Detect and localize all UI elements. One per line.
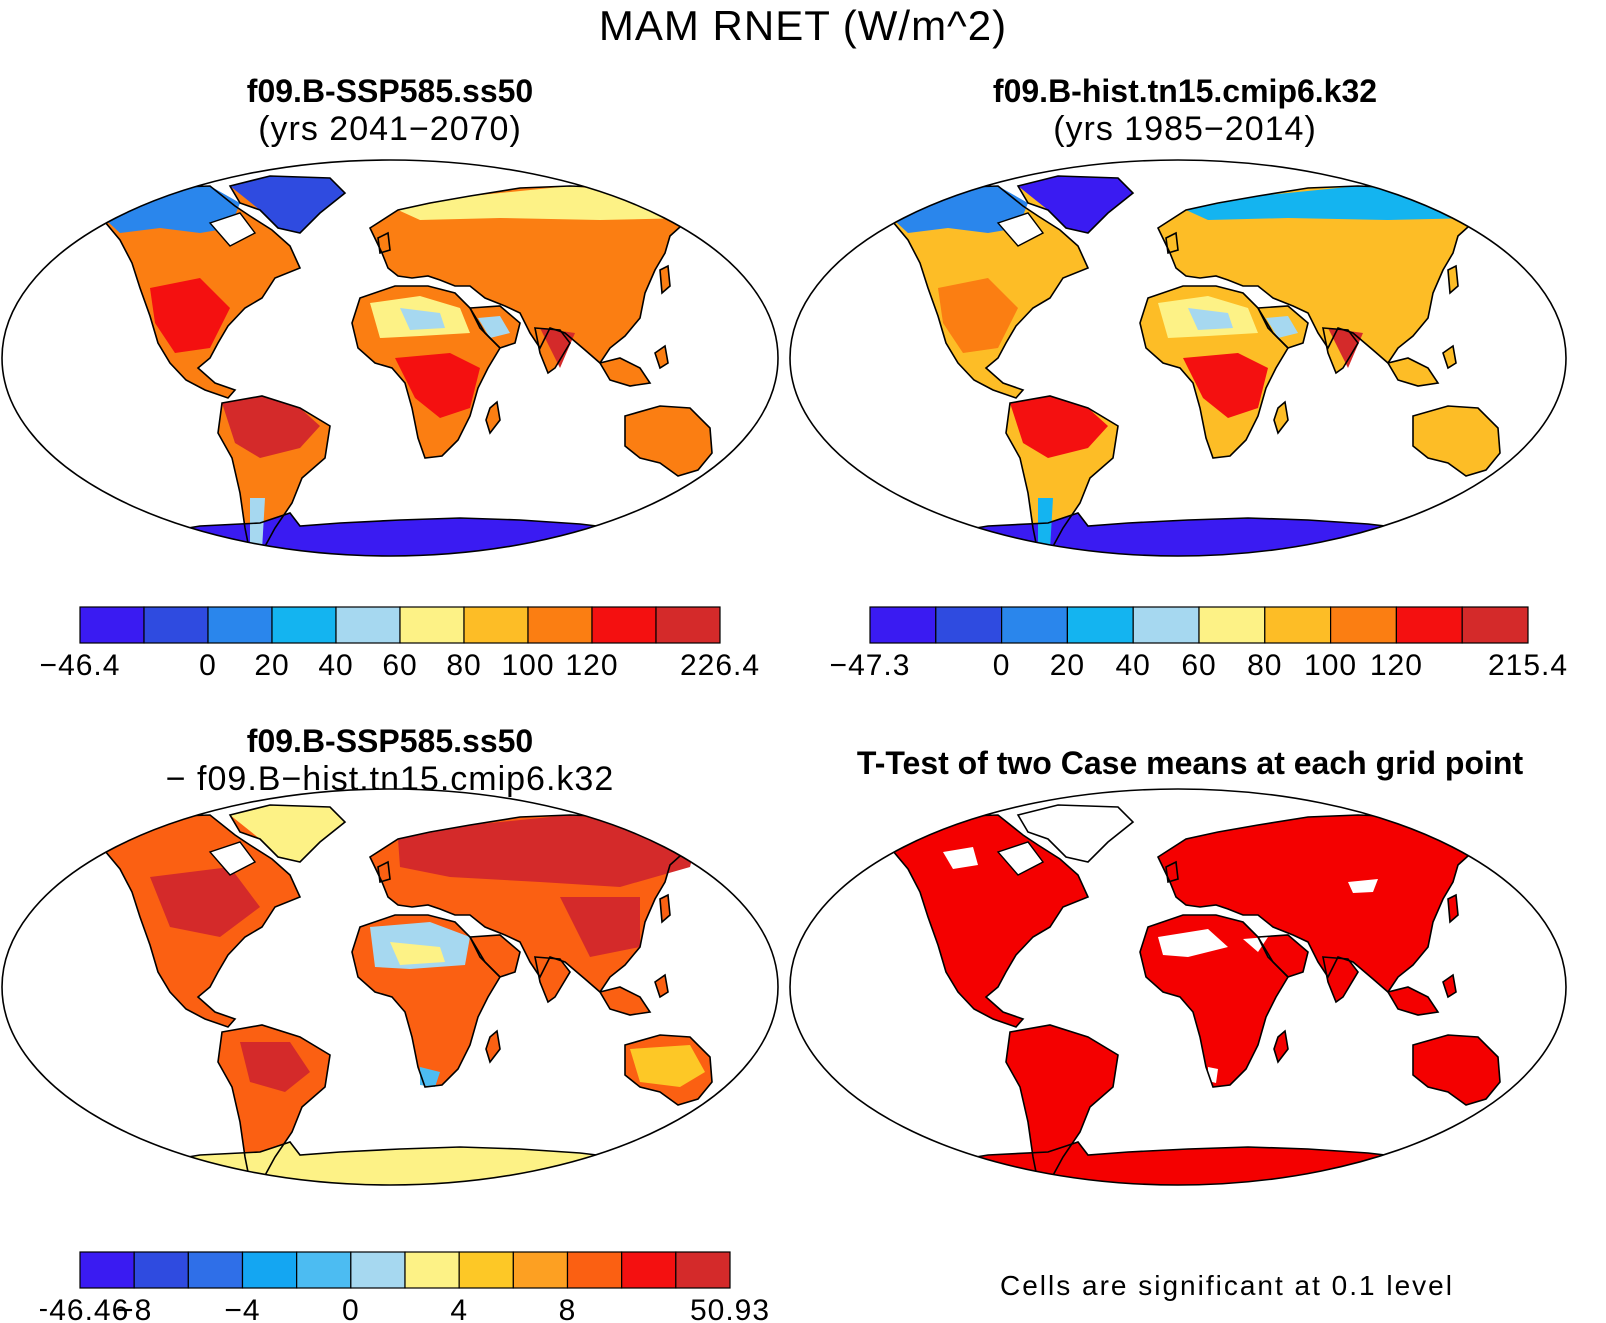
panel3-colorbar-swatch — [566, 1251, 623, 1289]
panel1-colorbar-swatch — [463, 606, 529, 644]
panel3-colorbar-tick-label: 4 — [450, 1294, 468, 1322]
panel2-years: (yrs 1985−2014) — [1053, 110, 1317, 148]
panel1-colorbar-swatch — [335, 606, 401, 644]
panel1-colorbar-swatch — [399, 606, 465, 644]
panel3-title: f09.B-SSP585.ss50 − f09.B−hist.tn15.cmip… — [90, 722, 690, 798]
panel2-map — [789, 159, 1567, 557]
panel1-colorbar-tick-label: 40 — [318, 649, 353, 682]
panel1-colorbar-tick-label: 100 — [501, 649, 554, 682]
panel3-colorbar-swatch — [296, 1251, 352, 1289]
panel3-colorbar-swatch — [133, 1251, 189, 1289]
significance-note: Cells are significant at 0.1 level — [1000, 1270, 1454, 1301]
panel2-colorbar-tick-label: 80 — [1247, 649, 1282, 682]
panel4-ttest-title: T-Test of two Case means at each grid po… — [856, 745, 1524, 781]
panel3-colorbar-swatch — [187, 1251, 244, 1289]
panel1-colorbar-swatch — [79, 606, 145, 644]
panel2-colorbar-swatch — [1001, 606, 1069, 644]
panel1-colorbar-tick-label: 20 — [254, 649, 289, 682]
panel2-colorbar-tick-label: 40 — [1116, 649, 1151, 682]
panel1-colorbar-tick-label: 60 — [382, 649, 417, 682]
panel3-colorbar-swatch — [241, 1251, 298, 1289]
panel1-colorbar: −46.4 0 20 40 60 80 100 120 226.4 — [40, 606, 760, 682]
panel3-colorbar-swatch — [512, 1251, 569, 1289]
figure-title: MAM RNET (W/m^2) — [598, 2, 1008, 49]
panel2-colorbar-swatch — [1264, 606, 1332, 644]
panel2-case-name: f09.B-hist.tn15.cmip6.k32 — [992, 73, 1378, 109]
panel2-colorbar-swatch — [1330, 606, 1398, 644]
panel3-map — [1, 788, 779, 1186]
panel3-colorbar-tick-label: 0 — [342, 1294, 360, 1322]
panel1-title: f09.B-SSP585.ss50 (yrs 2041−2070) — [90, 72, 690, 148]
panel2-colorbar-swatch — [1395, 606, 1463, 644]
panel1-colorbar-swatch — [143, 606, 209, 644]
panel3-colorbar-swatch — [621, 1251, 677, 1289]
panel2-colorbar-tick-label: −47.3 — [830, 649, 910, 682]
panel2-colorbar-swatch — [1066, 606, 1134, 644]
panel2-colorbar-swatch — [869, 606, 937, 644]
panel3-colorbar-tick-label: −4 — [224, 1294, 260, 1322]
panel4-title: T-Test of two Case means at each grid po… — [830, 744, 1550, 782]
panel2-colorbar: −47.3 0 20 40 60 80 100 120 215.4 — [830, 606, 1568, 682]
panel1-case-name: f09.B-SSP585.ss50 — [246, 73, 534, 109]
panel1-years: (yrs 2041−2070) — [258, 110, 522, 148]
panel1-colorbar-swatch — [655, 606, 721, 644]
panel1-colorbar-swatch — [207, 606, 273, 644]
panel3-colorbar: −46.46−8 −4 0 4 8 50.93 — [40, 1251, 770, 1322]
panel1-colorbar-tick-label: −46.4 — [40, 649, 120, 682]
panel2-colorbar-swatch — [935, 606, 1003, 644]
panel3-colorbar-tick-label: 8 — [559, 1294, 577, 1322]
panel2-title: f09.B-hist.tn15.cmip6.k32 (yrs 1985−2014… — [880, 72, 1490, 148]
panel1-colorbar-tick-label: 0 — [199, 649, 217, 682]
panel3-colorbar-swatch — [675, 1251, 731, 1289]
panel3-colorbar-swatch — [404, 1251, 460, 1289]
panel1-colorbar-tick-label: 80 — [446, 649, 481, 682]
panel2-colorbar-swatch — [1198, 606, 1266, 644]
panel2-colorbar-tick-label: 60 — [1181, 649, 1216, 682]
panel2-colorbar-swatch — [1461, 606, 1529, 644]
panel2-colorbar-tick-label: 100 — [1304, 649, 1357, 682]
panel3-colorbar-swatch — [350, 1251, 406, 1289]
panel3-case-name: f09.B-SSP585.ss50 — [246, 723, 534, 759]
panel1-colorbar-swatch — [271, 606, 337, 644]
panel2-colorbar-tick-label: 20 — [1050, 649, 1085, 682]
panel1-colorbar-swatch — [591, 606, 657, 644]
panel3-colorbar-tick-label: −8 — [116, 1294, 152, 1322]
panel3-colorbar-tick-label: 50.93 — [690, 1294, 770, 1322]
panel1-colorbar-tick-label: 226.4 — [680, 649, 760, 682]
panel1-colorbar-swatch — [527, 606, 593, 644]
panel2-colorbar-tick-label: 120 — [1370, 649, 1423, 682]
panel3-colorbar-swatch — [458, 1251, 514, 1289]
panel2-colorbar-tick-label: 215.4 — [1488, 649, 1568, 682]
panel2-colorbar-tick-label: 0 — [993, 649, 1011, 682]
panel3-colorbar-tick-label: −46.46 — [40, 1294, 129, 1322]
panel1-colorbar-tick-label: 120 — [565, 649, 618, 682]
panel4-map — [789, 788, 1567, 1186]
panel3-colorbar-swatch — [79, 1251, 135, 1289]
panel2-colorbar-swatch — [1132, 606, 1200, 644]
panel1-map — [1, 159, 779, 557]
